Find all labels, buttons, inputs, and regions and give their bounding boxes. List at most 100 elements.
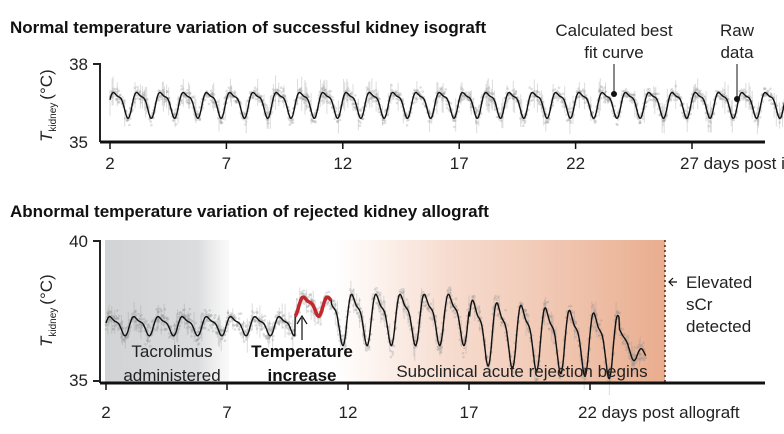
raw-data-point xyxy=(606,97,610,101)
raw-data-point xyxy=(597,90,601,93)
raw-data-point xyxy=(569,119,572,123)
raw-data-point xyxy=(698,92,702,96)
raw-data-point xyxy=(207,313,211,316)
temperature-increase-highlight xyxy=(293,295,333,318)
raw-data-point xyxy=(225,89,228,93)
raw-data-point xyxy=(157,320,161,323)
raw-data-point xyxy=(476,109,479,113)
raw-data-point xyxy=(228,320,231,323)
raw-data-point xyxy=(235,324,238,328)
raw-data-point xyxy=(291,118,294,122)
raw-data-point xyxy=(546,121,550,124)
raw-data-point xyxy=(122,337,126,340)
raw-data-point xyxy=(413,346,416,349)
raw-data-point xyxy=(169,325,172,328)
raw-data-point xyxy=(654,99,657,103)
raw-data-point xyxy=(508,96,512,100)
raw-data-point xyxy=(669,99,673,102)
raw-data-point xyxy=(253,318,256,322)
raw-data-point xyxy=(651,98,655,102)
raw-data-point xyxy=(126,334,130,337)
raw-data-point xyxy=(582,97,586,100)
raw-data-point xyxy=(428,111,432,115)
raw-data-point xyxy=(514,89,518,93)
raw-data-point xyxy=(180,101,184,105)
raw-data-point xyxy=(320,89,324,93)
raw-data-point xyxy=(445,99,448,102)
raw-data-point xyxy=(140,318,144,321)
raw-data-point xyxy=(348,96,352,100)
raw-data-point xyxy=(422,290,425,294)
raw-data-point xyxy=(171,337,175,340)
raw-data-point xyxy=(473,106,477,110)
raw-data-point xyxy=(516,96,520,100)
raw-data-point xyxy=(732,113,736,116)
raw-data-point xyxy=(325,99,329,102)
raw-data-point xyxy=(281,93,285,97)
raw-data-point xyxy=(514,92,517,96)
raw-data-point xyxy=(648,94,652,98)
raw-data-point xyxy=(263,318,267,322)
raw-data-point xyxy=(134,320,137,323)
raw-data-point xyxy=(399,93,402,96)
raw-data-point xyxy=(180,313,184,317)
raw-data-point xyxy=(450,305,454,308)
raw-data-point xyxy=(438,347,441,351)
raw-data-point xyxy=(197,342,201,345)
raw-data-point xyxy=(358,124,362,127)
raw-data-point xyxy=(427,120,431,123)
raw-data-point xyxy=(654,92,657,96)
raw-data-point xyxy=(162,90,165,93)
raw-data-point xyxy=(118,93,122,97)
raw-data-point xyxy=(626,95,629,98)
allograft-y-tick-35: 35 xyxy=(69,371,88,390)
raw-data-point xyxy=(531,98,535,102)
raw-data-point xyxy=(525,312,528,316)
raw-data-point xyxy=(241,335,245,339)
raw-data-point xyxy=(305,104,309,108)
raw-data-point xyxy=(205,95,209,99)
raw-data-point xyxy=(184,314,187,318)
raw-data-point xyxy=(301,292,305,296)
raw-data-point xyxy=(173,328,177,331)
raw-data-point xyxy=(636,357,640,361)
raw-data-point xyxy=(148,339,151,343)
raw-data-point xyxy=(489,100,493,103)
raw-data-point xyxy=(374,99,377,103)
allograft-y-axis-label: Tkidney (°C) xyxy=(37,274,59,347)
raw-data-point xyxy=(556,98,560,102)
raw-data-point xyxy=(414,333,418,336)
raw-data-point xyxy=(582,91,586,95)
raw-data-point xyxy=(235,99,239,103)
raw-data-point xyxy=(590,305,594,309)
raw-data-point xyxy=(595,329,599,333)
raw-data-point xyxy=(242,321,246,325)
raw-data-point xyxy=(149,326,152,330)
raw-data-point xyxy=(139,330,143,333)
raw-data-point xyxy=(769,98,773,102)
raw-data-point xyxy=(402,307,406,311)
raw-data-point xyxy=(209,93,213,96)
raw-data-point xyxy=(416,89,419,92)
raw-data-point xyxy=(139,101,143,104)
raw-data-point xyxy=(606,98,609,102)
raw-data-point xyxy=(217,324,220,327)
raw-data-point xyxy=(727,110,730,113)
raw-data-point xyxy=(149,120,152,123)
raw-data-point xyxy=(770,102,773,105)
raw-data-point xyxy=(287,118,291,121)
raw-data-point xyxy=(207,102,211,106)
raw-data-point xyxy=(704,111,708,115)
isograft-x-tick-label: 22 xyxy=(566,154,585,173)
raw-data-point xyxy=(254,311,258,314)
raw-data-point xyxy=(111,324,115,328)
raw-data-point xyxy=(556,89,559,93)
sCr-label-line2: sCr xyxy=(686,295,713,314)
raw-data-point xyxy=(327,290,331,294)
raw-data-point xyxy=(372,100,375,103)
raw-data-point xyxy=(174,123,178,126)
raw-data-point xyxy=(243,112,246,116)
raw-data-point xyxy=(591,303,595,307)
allograft-x-ticks: 2 7 12 17 22 days post allograft xyxy=(101,383,740,422)
raw-data-point xyxy=(765,90,769,93)
